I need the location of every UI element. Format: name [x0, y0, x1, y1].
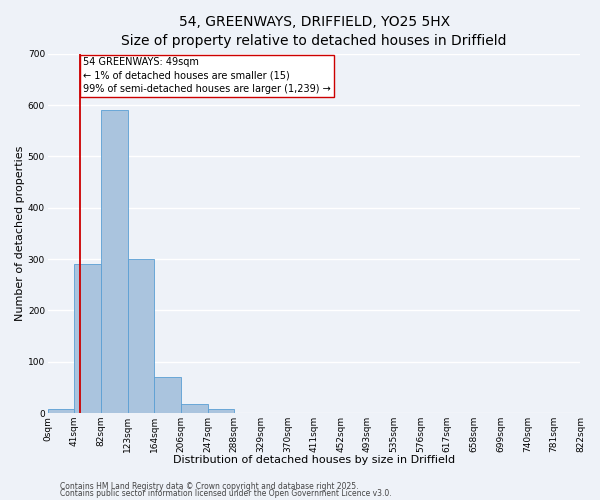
Bar [101, 110, 128, 413]
Title: 54, GREENWAYS, DRIFFIELD, YO25 5HX
Size of property relative to detached houses : 54, GREENWAYS, DRIFFIELD, YO25 5HX Size … [121, 15, 507, 48]
Text: Contains HM Land Registry data © Crown copyright and database right 2025.: Contains HM Land Registry data © Crown c… [60, 482, 359, 491]
Bar [48, 409, 74, 413]
Bar [208, 409, 234, 413]
Text: Contains public sector information licensed under the Open Government Licence v3: Contains public sector information licen… [60, 489, 392, 498]
Bar [154, 377, 181, 413]
Bar [181, 404, 208, 413]
Bar [74, 264, 101, 413]
Bar [128, 259, 154, 413]
X-axis label: Distribution of detached houses by size in Driffield: Distribution of detached houses by size … [173, 455, 455, 465]
Y-axis label: Number of detached properties: Number of detached properties [15, 146, 25, 321]
Text: 54 GREENWAYS: 49sqm
← 1% of detached houses are smaller (15)
99% of semi-detache: 54 GREENWAYS: 49sqm ← 1% of detached hou… [83, 58, 331, 94]
